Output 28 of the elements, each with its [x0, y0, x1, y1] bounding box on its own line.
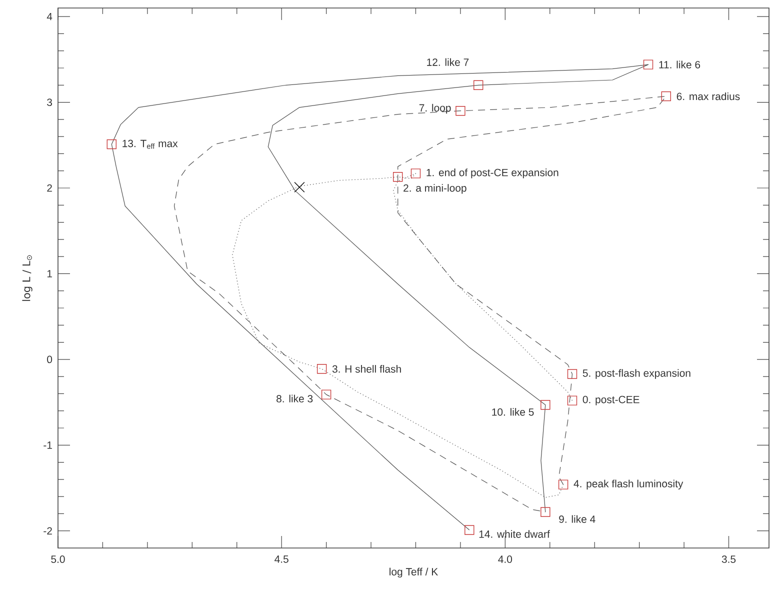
annotation: 8. like 3 — [276, 394, 313, 402]
x-axis-title: log Teff / K — [390, 568, 438, 578]
annotation: 13. T$_{eff}$ max — [122, 140, 178, 149]
y-tick-label: -2 — [44, 527, 52, 535]
annotation: 7. loop — [419, 104, 451, 114]
annotation: 0. post-CEE — [582, 396, 640, 406]
annotation: 5. post-flash expansion — [582, 369, 690, 379]
annotation: 6. max radius — [676, 92, 740, 100]
y-tick-label: -1 — [44, 442, 52, 449]
x-tick-label: 3.5 — [722, 556, 736, 563]
annotation: 2. a mini-loop — [404, 184, 466, 194]
annotation: 14. white dwarf — [479, 530, 550, 538]
annotation: 10. like 5 — [492, 408, 534, 416]
x-tick-label: 5.0 — [51, 556, 65, 563]
y-tick-label: 3 — [47, 98, 52, 106]
y-tick-label: 4 — [46, 12, 52, 20]
annotation: 9. like 4 — [559, 515, 596, 523]
y-tick-label: 0 — [47, 356, 52, 364]
annotation: 11. like 6 — [659, 60, 700, 68]
x-tick-label: 4.5 — [274, 556, 288, 563]
x-tick-label: 4.0 — [498, 556, 512, 563]
y-tick-label: 2 — [47, 184, 52, 192]
annotation: 4. peak flash luminosity — [574, 480, 684, 490]
annotation: 1. end of post-CE expansion — [426, 168, 558, 178]
y-tick-label: 1 — [47, 270, 52, 278]
y-axis-title: log L / L$_{⊙}$ — [22, 255, 32, 301]
annotation: 3. H shell flash — [332, 365, 401, 373]
annotation: 12. like 7 — [427, 58, 469, 66]
